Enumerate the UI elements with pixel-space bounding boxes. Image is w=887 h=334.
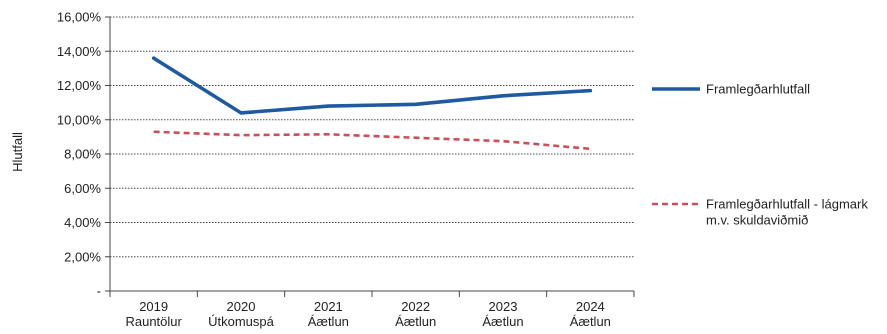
x-tick-label-line: 2021 [314,299,343,314]
x-tick-label-line: Áætlun [570,314,611,329]
x-tick-label: 2022 Áætlun [395,299,436,329]
legend-label-line: Framlegðarhlutfall [706,82,810,97]
y-tick-label: 8,00% [64,147,101,162]
data-point [326,132,330,136]
data-point [152,130,156,134]
x-tick-label: 2020 Útkomuspá [208,299,275,329]
data-point [501,139,505,143]
legend-label-1: Framlegðarhlutfall [706,82,810,97]
x-tick-label-line: 2022 [401,299,430,314]
y-tick-label: 6,00% [64,181,101,196]
x-tick-label: 2019 Rauntölur [125,299,182,329]
gridlines [110,16,634,258]
x-tick-label-line: 2019 [139,299,168,314]
data-point [588,89,592,93]
y-tick-label: - [97,284,101,299]
data-point [239,133,243,137]
x-tick-label-line: 2020 [227,299,256,314]
data-point [326,104,330,108]
legend: Framlegðarhlutfall Framlegðarhlutfall - l… [652,82,868,228]
series-line-2 [153,130,591,151]
y-tick-label: 14,00% [57,44,102,59]
series-lines [151,56,593,151]
y-axis-label: Hlutfall [10,132,25,172]
x-tick-label-line: Rauntölur [125,314,182,329]
data-point [239,111,243,115]
y-tick-label: 2,00% [64,249,101,264]
x-tick-label-line: 2023 [489,299,518,314]
data-point [414,102,418,106]
y-tick-label: 16,00% [57,10,102,25]
x-tick-label-line: Áætlun [395,314,436,329]
legend-label-line: m.v. skuldaviðmið [706,213,808,228]
data-point [588,147,592,151]
x-tick-label: 2024 Áætlun [570,299,611,329]
x-tick-label-line: Áætlun [308,314,349,329]
data-point [414,136,418,140]
x-tick-label: 2021 Áætlun [308,299,349,329]
x-tick-label-line: Áætlun [482,314,523,329]
y-tick-label: 10,00% [57,112,102,127]
y-tick-label: 12,00% [57,78,102,93]
y-axis: - 2,00% 4,00% 6,00% 8,00% 10,00% 12,00% 14,00% 1… [57,10,111,299]
data-point [152,56,156,60]
legend-label-2: Framlegðarhlutfall - lágmark m.v. skuldav… [706,197,868,228]
x-tick-label-line: Útkomuspá [208,314,275,329]
x-tick-label-line: 2024 [576,299,605,314]
data-point [501,94,505,98]
y-tick-label: 4,00% [64,215,101,230]
series-line-1 [151,56,593,115]
x-tick-label: 2023 Áætlun [482,299,523,329]
legend-label-line: Framlegðarhlutfall - lágmark [706,197,868,212]
